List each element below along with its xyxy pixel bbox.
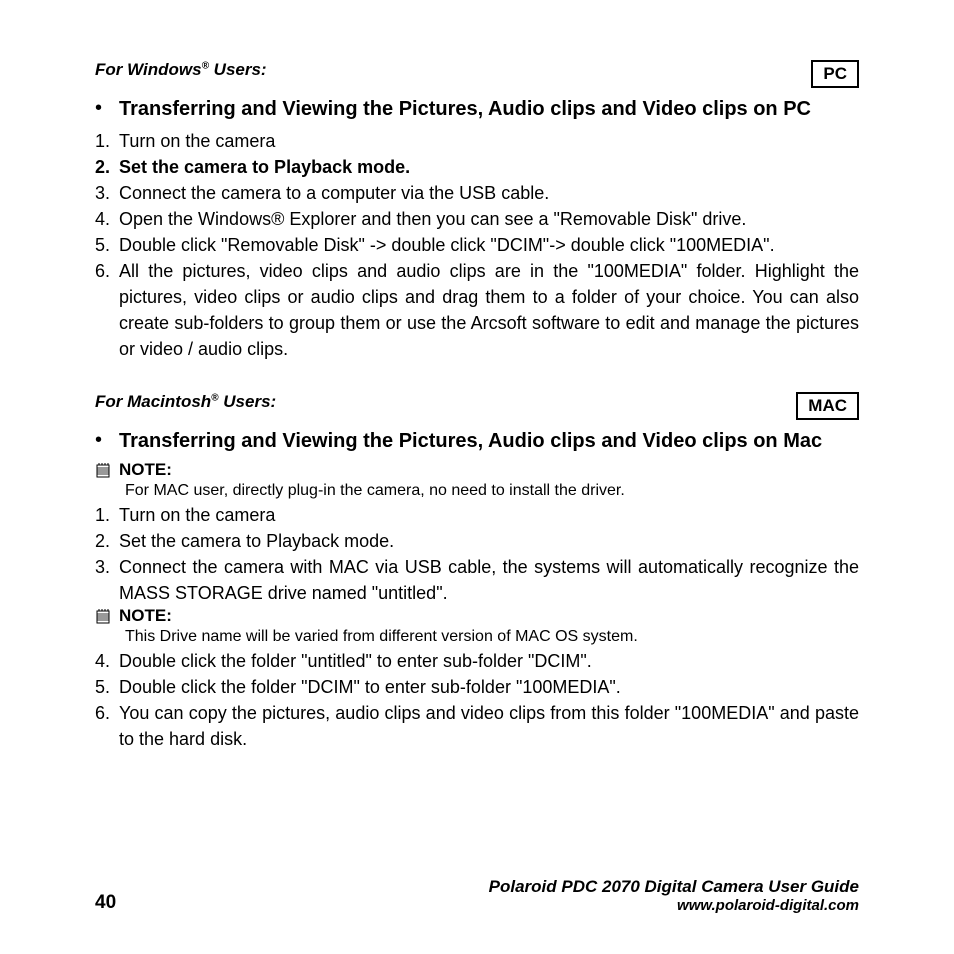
list-item: 4.Open the Windows® Explorer and then yo… <box>95 206 859 232</box>
step-number: 2. <box>95 154 119 180</box>
step-text: Set the camera to Playback mode. <box>119 154 859 180</box>
list-item: 1.Turn on the camera <box>95 128 859 154</box>
step-number: 4. <box>95 206 119 232</box>
step-text: Open the Windows® Explorer and then you … <box>119 206 859 232</box>
step-text: Connect the camera to a computer via the… <box>119 180 859 206</box>
list-item: 3.Connect the camera with MAC via USB ca… <box>95 554 859 606</box>
note-label: NOTE: <box>119 460 859 480</box>
list-item: 2.Set the camera to Playback mode. <box>95 154 859 180</box>
step-number: 5. <box>95 674 119 700</box>
windows-title-row: • Transferring and Viewing the Pictures,… <box>95 96 859 122</box>
list-item: 5.Double click "Removable Disk" -> doubl… <box>95 232 859 258</box>
list-item: 1.Turn on the camera <box>95 502 859 528</box>
pc-badge: PC <box>811 60 859 88</box>
list-item: 3.Connect the camera to a computer via t… <box>95 180 859 206</box>
bullet-icon: • <box>95 428 119 452</box>
step-text: Connect the camera with MAC via USB cabl… <box>119 554 859 606</box>
step-number: 2. <box>95 528 119 554</box>
list-item: 2.Set the camera to Playback mode. <box>95 528 859 554</box>
step-number: 6. <box>95 258 119 362</box>
guide-title: Polaroid PDC 2070 Digital Camera User Gu… <box>489 877 859 897</box>
step-text: Turn on the camera <box>119 502 859 528</box>
mac-steps-list-a: 1.Turn on the camera2.Set the camera to … <box>95 502 859 606</box>
list-item: 4.Double click the folder "untitled" to … <box>95 648 859 674</box>
step-number: 3. <box>95 554 119 606</box>
mac-note-2: NOTE: This Drive name will be varied fro… <box>95 606 859 648</box>
step-number: 4. <box>95 648 119 674</box>
mac-section-title: Transferring and Viewing the Pictures, A… <box>119 428 859 454</box>
page-footer: 40 Polaroid PDC 2070 Digital Camera User… <box>95 877 859 914</box>
list-item: 6.All the pictures, video clips and audi… <box>95 258 859 362</box>
note-text: This Drive name will be varied from diff… <box>125 626 859 648</box>
step-text: You can copy the pictures, audio clips a… <box>119 700 859 752</box>
page-number: 40 <box>95 892 116 914</box>
step-text: Double click "Removable Disk" -> double … <box>119 232 859 258</box>
mac-title-row: • Transferring and Viewing the Pictures,… <box>95 428 859 454</box>
step-number: 5. <box>95 232 119 258</box>
windows-os-label: For Windows® Users: <box>95 60 267 80</box>
step-number: 3. <box>95 180 119 206</box>
list-item: 5.Double click the folder "DCIM" to ente… <box>95 674 859 700</box>
mac-note-1: NOTE: For MAC user, directly plug-in the… <box>95 460 859 502</box>
notepad-icon <box>95 606 119 624</box>
step-text: Set the camera to Playback mode. <box>119 528 859 554</box>
step-number: 1. <box>95 502 119 528</box>
windows-header: For Windows® Users: PC <box>95 60 859 88</box>
bullet-icon: • <box>95 96 119 120</box>
mac-steps-list-b: 4.Double click the folder "untitled" to … <box>95 648 859 752</box>
list-item: 6.You can copy the pictures, audio clips… <box>95 700 859 752</box>
step-number: 6. <box>95 700 119 752</box>
windows-steps-list: 1.Turn on the camera2.Set the camera to … <box>95 128 859 362</box>
step-text: Turn on the camera <box>119 128 859 154</box>
mac-badge: MAC <box>796 392 859 420</box>
guide-url: www.polaroid-digital.com <box>489 897 859 914</box>
step-text: Double click the folder "DCIM" to enter … <box>119 674 859 700</box>
notepad-icon <box>95 460 119 478</box>
step-text: Double click the folder "untitled" to en… <box>119 648 859 674</box>
windows-section-title: Transferring and Viewing the Pictures, A… <box>119 96 859 122</box>
note-text: For MAC user, directly plug-in the camer… <box>125 480 859 502</box>
mac-os-label: For Macintosh® Users: <box>95 392 276 412</box>
note-label: NOTE: <box>119 606 859 626</box>
step-text: All the pictures, video clips and audio … <box>119 258 859 362</box>
mac-header: For Macintosh® Users: MAC <box>95 392 859 420</box>
step-number: 1. <box>95 128 119 154</box>
